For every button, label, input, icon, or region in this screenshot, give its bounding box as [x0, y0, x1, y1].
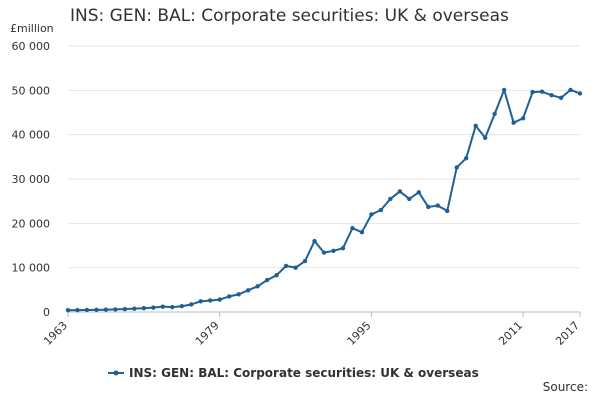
- data-point[interactable]: [520, 116, 526, 121]
- data-point[interactable]: [217, 297, 222, 302]
- data-point[interactable]: [103, 307, 109, 312]
- data-point[interactable]: [208, 298, 213, 303]
- y-tick-label: 60 000: [12, 40, 51, 53]
- x-tick-label: 2017: [553, 319, 582, 348]
- source-label: Source:: [543, 380, 588, 394]
- data-point[interactable]: [473, 123, 478, 128]
- data-point[interactable]: [122, 306, 128, 312]
- data-point[interactable]: [558, 95, 564, 101]
- data-point[interactable]: [141, 306, 147, 311]
- data-point[interactable]: [426, 204, 431, 210]
- data-point[interactable]: [94, 307, 99, 313]
- data-point[interactable]: [416, 190, 422, 195]
- data-point[interactable]: [350, 226, 355, 231]
- data-point[interactable]: [302, 258, 308, 264]
- y-tick-label: 0: [43, 306, 50, 319]
- data-point[interactable]: [198, 299, 203, 304]
- data-point[interactable]: [75, 307, 80, 313]
- data-point[interactable]: [568, 87, 573, 93]
- data-point[interactable]: [226, 294, 232, 299]
- data-point[interactable]: [369, 212, 374, 217]
- data-point[interactable]: [435, 203, 440, 208]
- data-point[interactable]: [539, 89, 545, 94]
- y-tick-label: 30 000: [12, 173, 51, 186]
- x-tick-label: 2011: [496, 319, 525, 348]
- data-point[interactable]: [65, 308, 71, 313]
- data-point[interactable]: [255, 284, 260, 289]
- data-point[interactable]: [464, 155, 469, 161]
- data-point[interactable]: [245, 288, 251, 293]
- data-point[interactable]: [492, 111, 497, 117]
- data-point[interactable]: [283, 263, 289, 269]
- y-tick-label: 10 000: [12, 262, 51, 275]
- gridlines: [68, 45, 580, 313]
- x-tick-label: 1995: [345, 319, 374, 348]
- data-point[interactable]: [312, 238, 317, 244]
- data-point[interactable]: [274, 273, 279, 278]
- x-axis-ticks: 1963 1979 1995 2011 2017: [41, 312, 582, 348]
- data-point[interactable]: [170, 304, 175, 310]
- data-point[interactable]: [397, 189, 403, 194]
- data-point[interactable]: [549, 93, 554, 98]
- y-tick-label: 40 000: [12, 129, 51, 142]
- legend-label: INS: GEN: BAL: Corporate securities: UK …: [129, 366, 479, 380]
- data-point[interactable]: [511, 120, 516, 125]
- data-point[interactable]: [160, 304, 166, 309]
- data-point[interactable]: [445, 208, 450, 214]
- x-tick-label: 1963: [41, 319, 70, 348]
- data-point[interactable]: [454, 165, 459, 170]
- y-axis-unit-label: £million: [10, 22, 54, 35]
- x-tick-label: 1979: [193, 319, 222, 348]
- data-point[interactable]: [359, 230, 365, 235]
- data-point[interactable]: [264, 277, 270, 283]
- y-tick-label: 50 000: [12, 84, 51, 97]
- data-point[interactable]: [340, 245, 346, 251]
- data-point[interactable]: [321, 250, 327, 255]
- y-tick-label: 20 000: [12, 217, 51, 230]
- data-point[interactable]: [132, 306, 137, 311]
- data-point[interactable]: [407, 196, 412, 202]
- data-point[interactable]: [236, 292, 241, 297]
- data-point[interactable]: [293, 265, 298, 270]
- series-line: [67, 88, 581, 312]
- data-point[interactable]: [388, 196, 393, 202]
- data-point[interactable]: [378, 207, 384, 213]
- data-point[interactable]: [179, 304, 184, 309]
- legend-swatch-marker: [113, 370, 119, 376]
- data-point[interactable]: [113, 307, 118, 312]
- chart-title: INS: GEN: BAL: Corporate securities: UK …: [70, 6, 509, 26]
- data-point[interactable]: [189, 302, 194, 307]
- y-axis-ticks: 0 10 000 20 000 30 000 40 000 50 000 60 000: [12, 40, 51, 319]
- data-point[interactable]: [84, 307, 90, 313]
- data-point[interactable]: [530, 89, 535, 95]
- data-point[interactable]: [501, 87, 507, 93]
- data-point[interactable]: [151, 305, 156, 310]
- data-point[interactable]: [577, 91, 583, 96]
- series-layer: [65, 87, 583, 313]
- data-point[interactable]: [482, 135, 488, 140]
- legend[interactable]: INS: GEN: BAL: Corporate securities: UK …: [108, 366, 479, 380]
- data-point[interactable]: [331, 248, 336, 254]
